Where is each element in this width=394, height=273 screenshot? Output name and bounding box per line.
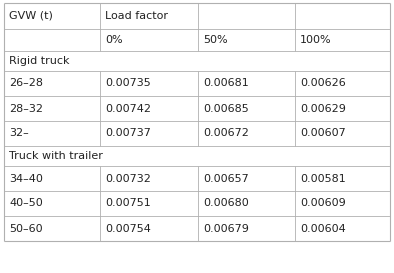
Text: 0.00679: 0.00679: [203, 224, 249, 233]
Text: 0.00629: 0.00629: [300, 103, 346, 114]
Text: 50–60: 50–60: [9, 224, 43, 233]
Text: 0.00732: 0.00732: [105, 174, 151, 183]
Text: 0.00672: 0.00672: [203, 129, 249, 138]
Text: 0.00680: 0.00680: [203, 198, 249, 209]
Text: Truck with trailer: Truck with trailer: [9, 151, 103, 161]
Text: 40–50: 40–50: [9, 198, 43, 209]
Text: 0.00581: 0.00581: [300, 174, 346, 183]
Text: 0.00735: 0.00735: [105, 79, 151, 88]
Text: 50%: 50%: [203, 35, 228, 45]
Text: 26–28: 26–28: [9, 79, 43, 88]
Text: 0.00626: 0.00626: [300, 79, 346, 88]
Text: 34–40: 34–40: [9, 174, 43, 183]
Text: Load factor: Load factor: [105, 11, 168, 21]
Text: 0.00685: 0.00685: [203, 103, 249, 114]
Text: 32–: 32–: [9, 129, 29, 138]
Text: 0.00657: 0.00657: [203, 174, 249, 183]
Text: 0.00737: 0.00737: [105, 129, 151, 138]
Text: 100%: 100%: [300, 35, 332, 45]
Text: 0.00754: 0.00754: [105, 224, 151, 233]
Text: 0.00681: 0.00681: [203, 79, 249, 88]
Text: 0.00607: 0.00607: [300, 129, 346, 138]
Text: GVW (t): GVW (t): [9, 11, 53, 21]
Text: 0.00609: 0.00609: [300, 198, 346, 209]
Text: 0.00604: 0.00604: [300, 224, 346, 233]
Text: 0.00751: 0.00751: [105, 198, 151, 209]
Text: 28–32: 28–32: [9, 103, 43, 114]
Text: Rigid truck: Rigid truck: [9, 56, 69, 66]
Text: 0.00742: 0.00742: [105, 103, 151, 114]
Text: 0%: 0%: [105, 35, 123, 45]
